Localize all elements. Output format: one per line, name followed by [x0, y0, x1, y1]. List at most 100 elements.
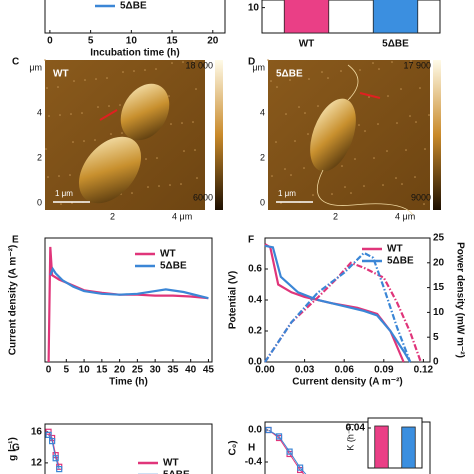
panel-letter: F [248, 235, 254, 246]
marker [297, 464, 304, 471]
afm-grain [182, 61, 184, 63]
afm-grain [354, 158, 356, 160]
x-tick-label: 0.00 [255, 365, 275, 376]
afm-grain [57, 86, 59, 88]
plot-frame [44, 237, 213, 363]
afm-grain [350, 192, 352, 194]
afm-grain [195, 88, 197, 90]
afm-grain [44, 59, 46, 61]
marker [286, 448, 293, 455]
image-tick: 4 μm [395, 211, 415, 221]
afm-grain [317, 105, 319, 107]
afm-grain [181, 122, 183, 124]
x-tick-label: 20 [207, 36, 219, 47]
y-axis-label: Potential (V) [228, 271, 239, 329]
arrow [99, 109, 118, 121]
afm-grain [364, 130, 366, 132]
afm-grain [358, 124, 360, 126]
afm-grain [363, 185, 365, 187]
bar [372, 0, 419, 34]
afm-grain [84, 79, 86, 81]
afm-grain [73, 80, 75, 82]
panel-letter: C [12, 57, 19, 68]
cell [120, 83, 170, 141]
y-tick-label: 0.4 [248, 295, 262, 306]
x-tick-label: 0.12 [414, 365, 434, 376]
image-tick: 2 [110, 211, 115, 221]
x-tick-label: 25 [132, 365, 144, 376]
afm-grain [401, 183, 403, 185]
x-tick-label: 35 [167, 365, 179, 376]
y-tick-label: 0.0 [248, 357, 262, 368]
colorbar-label: 6000 [193, 192, 213, 202]
afm-grain [321, 71, 323, 73]
afm-grain [396, 122, 398, 124]
afm-grain [192, 121, 194, 123]
series-line [264, 251, 412, 363]
afm-grain [81, 112, 83, 114]
cell [310, 98, 356, 172]
image-tick: 4 μm [172, 211, 192, 221]
afm-grain [106, 77, 108, 79]
plot-frame [264, 421, 431, 474]
bar [374, 425, 389, 469]
x-tick-label: 10 [126, 36, 138, 47]
afm-grain [58, 175, 60, 177]
afm-grain [378, 68, 380, 70]
afm-grain [183, 150, 185, 152]
afm-grain [424, 148, 426, 150]
x-tick-label: 15 [166, 36, 178, 47]
image-tick: μm [252, 62, 265, 72]
bar [283, 0, 330, 34]
afm-grain [72, 141, 74, 143]
x-tick-label: 45 [203, 365, 215, 376]
x-tick-label: 0.06 [334, 365, 354, 376]
y2-tick-label: 25 [433, 233, 445, 244]
afm-grain [372, 62, 374, 64]
x-tick-label: 5 [88, 36, 94, 47]
afm-grain [344, 186, 346, 188]
afm-grain [386, 150, 388, 152]
y-axis-label: C₀) [228, 440, 239, 455]
legend-label: 5ΔBE [120, 1, 147, 12]
y2-tick-label: 10 [433, 307, 445, 318]
x-axis-label: Time (h) [109, 377, 148, 388]
afm-grain [47, 176, 49, 178]
image-tick: μm [29, 62, 42, 72]
afm-grain [46, 87, 48, 89]
afm-grain [382, 184, 384, 186]
panel-letter: G [12, 443, 20, 454]
afm-grain [290, 174, 292, 176]
series-line [268, 429, 307, 474]
afm-grain [145, 158, 147, 160]
afm-grain [419, 87, 421, 89]
afm-grain [147, 186, 149, 188]
afm-grain [415, 121, 417, 123]
afm-grain [391, 61, 393, 63]
panel-letter: H [248, 443, 255, 454]
y-axis-label: K (h⁻¹) [345, 423, 355, 450]
legend-label: 5ΔBE [387, 256, 414, 267]
afm-grain [308, 78, 310, 80]
legend-label: 5ΔBE [160, 261, 187, 272]
afm-grain [133, 70, 135, 72]
legend-label: 5ΔBE [163, 470, 190, 474]
y-tick-label: 0.2 [248, 326, 262, 337]
x-tick-label: WT [299, 39, 315, 50]
x-tick-label: 0 [47, 36, 53, 47]
scale-bar-label: 1 μm [55, 189, 73, 198]
afm-grain [69, 174, 71, 176]
afm-grain [276, 86, 278, 88]
afm-grain [275, 141, 277, 143]
panel-letter: D [248, 57, 255, 68]
x-tick-label: 15 [96, 365, 108, 376]
series-line [49, 266, 209, 300]
afm-grain [294, 140, 296, 142]
afm-grain [331, 193, 333, 195]
marker [45, 431, 52, 438]
plot-frame [44, 0, 226, 34]
afm-grain [289, 79, 291, 81]
afm-grain [409, 115, 411, 117]
arrow [359, 92, 381, 99]
